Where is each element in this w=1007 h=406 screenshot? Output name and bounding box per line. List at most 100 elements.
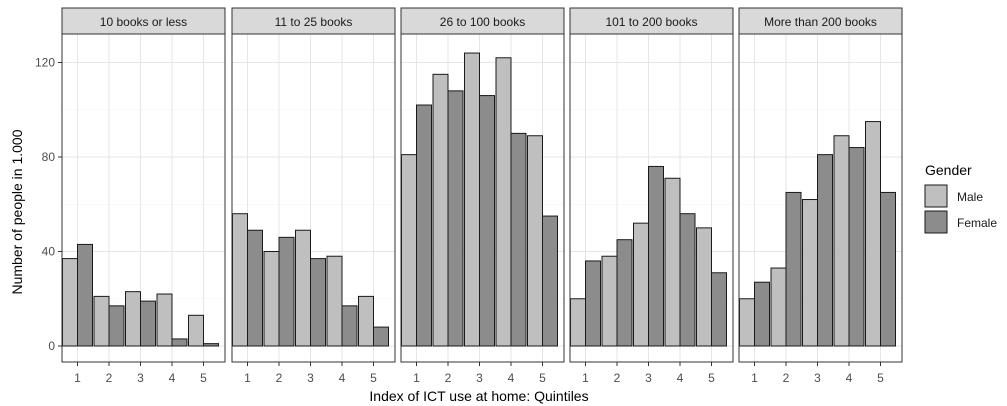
x-tick-label: 3: [814, 371, 821, 385]
legend-key-female: [924, 210, 948, 234]
x-tick-label: 2: [614, 371, 621, 385]
bar-female: [848, 147, 865, 347]
legend-label: Male: [957, 190, 983, 204]
bar-male: [865, 121, 881, 347]
bar-male: [570, 298, 586, 347]
x-tick-label: 3: [645, 371, 652, 385]
bar-male: [696, 227, 712, 347]
x-tick-label: 4: [169, 371, 176, 385]
facet-panel: 10 books or less 1 2 3 4 5: [61, 7, 226, 385]
x-tick-label: 4: [846, 371, 853, 385]
facet-panel: More than 200 books 1 2 3 4 5: [738, 7, 903, 385]
bar-male: [833, 135, 850, 347]
bar-female: [203, 343, 219, 347]
x-tick-label: 1: [751, 371, 758, 385]
x-tick-label: 1: [244, 371, 251, 385]
bar-male: [432, 73, 449, 347]
x-tick-label: 5: [877, 371, 884, 385]
y-axis: 0 40 80 120: [35, 56, 62, 353]
x-tick-label: 1: [413, 371, 420, 385]
x-tick-label: 5: [370, 371, 377, 385]
bar-male: [232, 213, 248, 347]
bar-male: [527, 135, 543, 347]
facet-strip-label: 10 books or less: [100, 15, 187, 29]
bar-female: [416, 104, 432, 347]
bar-male: [464, 52, 480, 347]
facet-strip-label: 26 to 100 books: [440, 15, 525, 29]
facet-strip-label: 101 to 200 books: [605, 15, 697, 29]
x-tick-label: 4: [508, 371, 515, 385]
x-axis-title: Index of ICT use at home: Quintiles: [369, 388, 588, 404]
x-tick-label: 3: [307, 371, 314, 385]
bar-male: [263, 251, 280, 347]
x-tick-label: 4: [677, 371, 684, 385]
bar-male: [601, 255, 618, 347]
bar-female: [247, 229, 263, 347]
facet-strip: [400, 7, 565, 35]
bar-female: [679, 213, 696, 347]
x-tick-label: 3: [137, 371, 144, 385]
facet-strip-label: 11 to 25 books: [275, 15, 353, 29]
x-tick-label: 2: [445, 371, 452, 385]
bar-male: [664, 177, 681, 347]
facet-panel: 11 to 25 books 1 2 3 4 5: [231, 7, 396, 385]
x-tick-label: 4: [339, 371, 346, 385]
x-tick-label: 5: [200, 371, 207, 385]
bar-female: [77, 243, 93, 347]
bar-male: [770, 267, 787, 347]
bar-male: [188, 314, 204, 347]
bar-male: [633, 222, 649, 347]
legend-title: Gender: [925, 162, 972, 178]
bar-female: [278, 236, 295, 347]
facet-panel: 26 to 100 books 1 2 3 4 5: [400, 7, 565, 385]
bar-female: [711, 272, 727, 347]
bar-male: [401, 154, 417, 347]
facet-strip-label: More than 200 books: [764, 15, 877, 29]
bar-female: [817, 154, 833, 347]
bar-male: [125, 291, 141, 347]
bar-female: [542, 215, 558, 347]
facet-strip: [738, 7, 903, 35]
facet-strip: [61, 7, 226, 35]
bar-female: [479, 95, 495, 347]
x-tick-label: 2: [783, 371, 790, 385]
bar-female: [616, 239, 633, 347]
bar-female: [447, 90, 464, 347]
bar-male: [156, 293, 173, 347]
bar-female: [648, 165, 664, 347]
x-tick-label: 5: [539, 371, 546, 385]
x-tick-label: 2: [276, 371, 283, 385]
facet-panels: 10 books or less 1 2 3 4 5 11 to 25 books 1 2 3 4 5…: [61, 7, 903, 385]
bar-female: [585, 260, 601, 347]
x-tick-label: 1: [582, 371, 589, 385]
facet-panel: 101 to 200 books 1 2 3 4 5: [569, 7, 734, 385]
facet-strip: [569, 7, 734, 35]
x-tick-label: 1: [74, 371, 81, 385]
bar-female: [754, 281, 770, 347]
bar-female: [373, 326, 389, 347]
bar-female: [310, 258, 326, 347]
bar-male: [326, 255, 343, 347]
bar-male: [802, 199, 818, 347]
bar-female: [140, 300, 156, 347]
y-tick-label: 0: [48, 339, 55, 353]
bar-male: [495, 57, 512, 347]
bar-female: [108, 305, 125, 347]
y-axis-title: Number of people in 1.000: [9, 129, 25, 294]
y-tick-label: 120: [35, 56, 55, 70]
bar-female: [171, 338, 188, 347]
bar-female: [510, 132, 527, 347]
x-tick-label: 3: [476, 371, 483, 385]
legend: Gender Male Female: [924, 162, 997, 234]
bar-male: [62, 258, 78, 347]
legend-label: Female: [957, 216, 997, 230]
bar-male: [93, 295, 110, 347]
y-tick-label: 80: [42, 150, 56, 164]
legend-key-male: [924, 184, 948, 208]
x-tick-label: 5: [708, 371, 715, 385]
x-tick-label: 2: [106, 371, 113, 385]
bar-male: [739, 298, 755, 347]
bar-female: [785, 191, 802, 347]
bar-male: [358, 295, 374, 347]
